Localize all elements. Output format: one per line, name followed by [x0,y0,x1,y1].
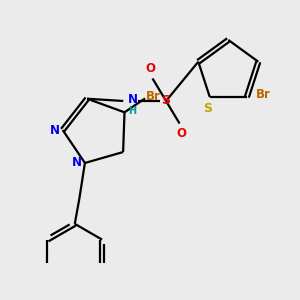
Text: Br: Br [146,90,160,103]
Text: S: S [161,94,170,107]
Text: O: O [177,127,187,140]
Text: Br: Br [256,88,271,101]
Text: N: N [50,124,60,136]
Text: N: N [72,157,82,169]
Text: S: S [203,102,212,115]
Text: O: O [145,62,155,75]
Text: H: H [128,106,136,116]
Text: N: N [128,93,138,106]
